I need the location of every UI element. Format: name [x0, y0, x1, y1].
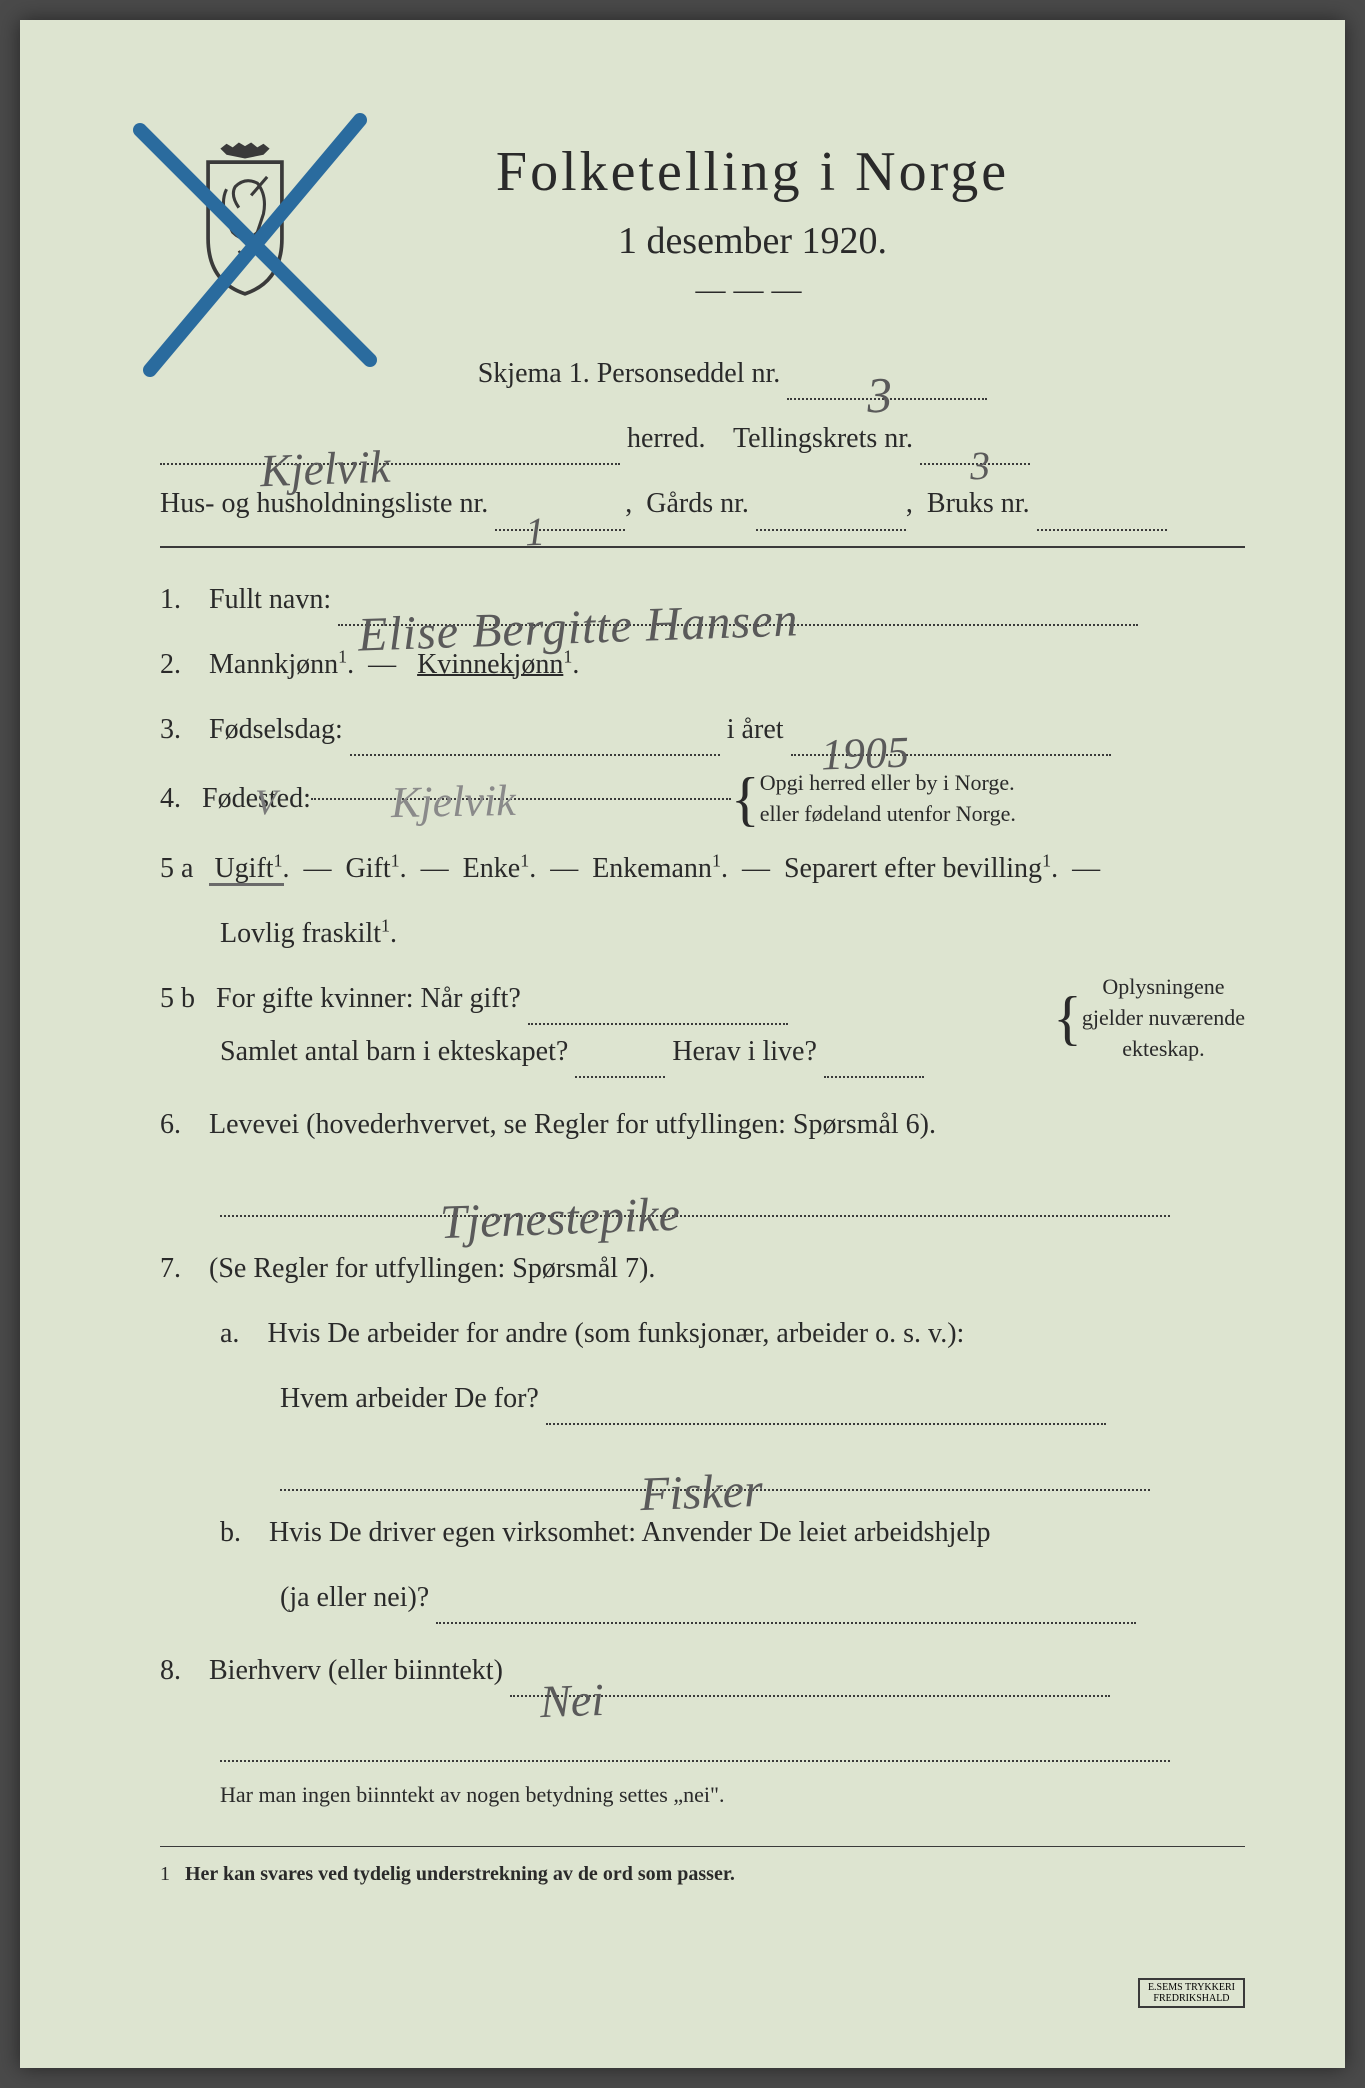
husliste-label: Hus- og husholdningsliste nr. [160, 488, 488, 519]
q1-field: Elise Bergitte Hansen [338, 624, 1138, 626]
q7-num: 7. [160, 1253, 181, 1284]
q3-line: 3. Fødselsdag: i året 1905 [160, 703, 1245, 756]
q1-label: Fullt navn: [209, 584, 331, 615]
brace-icon: { [731, 775, 760, 823]
q5b-label3: Herav i live? [672, 1036, 817, 1067]
husliste-line: Hus- og husholdningsliste nr. 1 , Gårds … [160, 477, 1245, 530]
q5b-label1: For gifte kvinner: Når gift? [216, 983, 521, 1014]
q5a-num: 5 a [160, 853, 193, 884]
q5a-enkemann: Enkemann [592, 853, 712, 884]
q5b-line2: Samlet antal barn i ekteskapet? Herav i … [220, 1025, 1053, 1078]
q5a-line: 5 a Ugift1. — Gift1. — Enke1. — Enkemann… [160, 842, 1245, 895]
q4-line: V 4. Fødested: Kjelvik { Opgi herred ell… [160, 768, 1245, 830]
q7-line: 7. (Se Regler for utfyllingen: Spørsmål … [160, 1242, 1245, 1295]
q7a-num: a. [220, 1318, 239, 1349]
q7b-label1: Hvis De driver egen virksomhet: Anvender… [269, 1517, 991, 1548]
census-form-document: Folketelling i Norge 1 desember 1920. ——… [20, 20, 1345, 2068]
tellingskrets-label: Tellingskrets nr. [733, 423, 913, 454]
q5a-gift: Gift [346, 853, 391, 884]
herred-label: herred. [627, 423, 706, 454]
q6-field: Tjenestepike [220, 1215, 1170, 1217]
q4-num: 4. [160, 772, 181, 825]
q6-num: 6. [160, 1109, 181, 1140]
q5a-line2: Lovlig fraskilt1. [220, 907, 1245, 960]
q8-label: Bierhverv (eller biinntekt) [209, 1655, 503, 1686]
q5a-fraskilt: Lovlig fraskilt [220, 918, 381, 949]
printer-mark: E.SEMS TRYKKERI FREDRIKSHALD [1138, 1978, 1245, 2008]
q7b-label2: (ja eller nei)? [280, 1582, 429, 1613]
document-title: Folketelling i Norge [260, 140, 1245, 204]
section-divider [160, 546, 1245, 548]
title-divider: ——— [260, 273, 1245, 307]
q5a-ugift: Ugift1. [214, 853, 296, 884]
q2-mann: Mannkjønn [209, 649, 338, 680]
husliste-value: 1 [524, 493, 547, 570]
form-body: Skjema 1. Personseddel nr. 3 Kjelvik her… [160, 347, 1245, 1893]
q5b-barn-field [575, 1076, 665, 1078]
q1-num: 1. [160, 584, 181, 615]
document-date: 1 desember 1920. [260, 219, 1245, 263]
q7a-label2: Hvem arbeider De for? [280, 1383, 539, 1414]
gards-label: Gårds nr. [646, 488, 749, 519]
q7-label: (Se Regler for utfyllingen: Spørsmål 7). [209, 1253, 655, 1284]
q6-value-line: Tjenestepike [220, 1164, 1245, 1217]
q2-kvinne: Kvinnekjønn [417, 649, 563, 680]
q8-blank-line [220, 1709, 1245, 1762]
q7b-field [436, 1622, 1136, 1624]
tellingskrets-field: 3 [920, 463, 1030, 465]
q5b-num: 5 b [160, 983, 195, 1014]
q2-line: 2. Mannkjønn1. — Kvinnekjønn1. [160, 638, 1245, 691]
q6-line: 6. Levevei (hovederhvervet, se Regler fo… [160, 1098, 1245, 1151]
skjema-label: Skjema 1. Personseddel nr. [478, 358, 781, 389]
q5b-note: Oplysningene gjelder nuværende ekteskap. [1082, 972, 1245, 1064]
footnote-text: Her kan svares ved tydelig understreknin… [185, 1863, 735, 1885]
q3-mid: i året [727, 714, 784, 745]
q7a-line2: Hvem arbeider De for? [280, 1372, 1245, 1425]
q7a-field [546, 1423, 1106, 1425]
gards-field [756, 529, 906, 531]
norwegian-coat-of-arms [180, 140, 310, 300]
brace-icon: { [1053, 994, 1082, 1042]
q5b-block: 5 b For gifte kvinner: Når gift? Samlet … [160, 972, 1245, 1078]
q5b-label2: Samlet antal barn i ekteskapet? [220, 1036, 568, 1067]
q7b-num: b. [220, 1517, 241, 1548]
q3-year-field: 1905 [791, 754, 1111, 756]
q3-label: Fødselsdag: [209, 714, 343, 745]
q3-num: 3. [160, 714, 181, 745]
herred-field: Kjelvik [160, 463, 620, 465]
q5a-enke: Enke [463, 853, 521, 884]
personseddel-field: 3 [787, 398, 987, 400]
bruks-field [1037, 529, 1167, 531]
q1-line: 1. Fullt navn: Elise Bergitte Hansen [160, 573, 1245, 626]
q8-line: 8. Bierhverv (eller biinntekt) Nei [160, 1644, 1245, 1697]
q6-label: Levevei (hovederhvervet, se Regler for u… [209, 1109, 936, 1140]
q7b-line2: (ja eller nei)? [280, 1571, 1245, 1624]
q7b-line1: b. Hvis De driver egen virksomhet: Anven… [220, 1506, 1245, 1559]
q2-num: 2. [160, 649, 181, 680]
footnote-num: 1 [160, 1863, 170, 1885]
husliste-field: 1 [495, 529, 625, 531]
q7a-line1: a. Hvis De arbeider for andre (som funks… [220, 1307, 1245, 1360]
q5b-line1: 5 b For gifte kvinner: Når gift? [160, 972, 1053, 1025]
q7a-value-line: Fisker [280, 1437, 1245, 1490]
bruks-label: Bruks nr. [927, 488, 1030, 519]
q3-day-field [350, 754, 720, 756]
herred-line: Kjelvik herred. Tellingskrets nr. 3 [160, 412, 1245, 465]
q4-field: Kjelvik [311, 798, 731, 800]
q5b-gift-field [528, 1023, 788, 1025]
q7a-label1: Hvis De arbeider for andre (som funksjon… [267, 1318, 964, 1349]
q8-num: 8. [160, 1655, 181, 1686]
q4-value: Kjelvik [390, 759, 516, 845]
ugift-underline [209, 883, 284, 886]
q8-field: Nei [510, 1695, 1110, 1697]
skjema-line: Skjema 1. Personseddel nr. 3 [220, 347, 1245, 400]
q5b-live-field [824, 1076, 924, 1078]
q7a-field2: Fisker [280, 1489, 1150, 1491]
q4-note: Opgi herred eller by i Norge. eller føde… [760, 768, 1016, 830]
q8-field2 [220, 1760, 1170, 1762]
q5a-separert: Separert efter bevilling [784, 853, 1042, 884]
q8-note: Har man ingen biinntekt av nogen betydni… [220, 1774, 1245, 1816]
q4-margin-mark: V [255, 768, 277, 836]
footnote: 1 Her kan svares ved tydelig understrekn… [160, 1846, 1245, 1893]
